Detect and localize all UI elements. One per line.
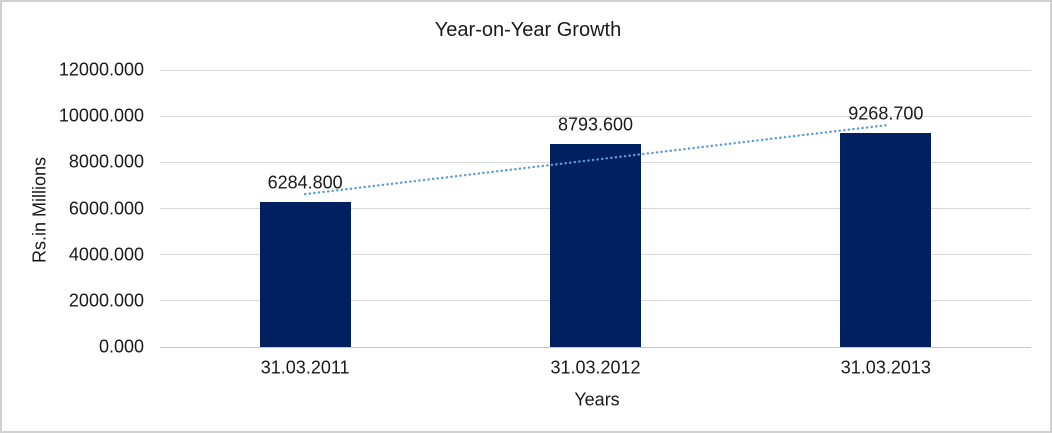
x-axis-category-label: 31.03.2012 — [550, 357, 641, 378]
y-axis-tick-label: 2000.000 — [68, 290, 144, 311]
x-axis-category-label: 31.03.2011 — [260, 357, 350, 378]
bar-data-label: 9268.700 — [848, 103, 924, 124]
bar-data-label: 8793.600 — [557, 114, 634, 135]
bar-31.03.2011 — [259, 201, 351, 347]
y-axis-tick-label: 10000.000 — [58, 105, 144, 126]
y-axis-tick-label: 6000.000 — [68, 198, 144, 218]
y-axis-tick-label: 4000.000 — [68, 244, 144, 265]
x-axis-title: Years — [574, 389, 620, 410]
gridline — [160, 69, 1031, 71]
y-axis-tick-label: 0.000 — [98, 336, 144, 357]
chart-title: Year-on-Year Growth — [434, 19, 622, 41]
bar-data-label: 6284.800 — [267, 172, 343, 193]
bar-31.03.2012 — [550, 144, 641, 347]
x-axis-line — [160, 346, 1031, 348]
bar-31.03.2013 — [840, 133, 932, 347]
y-axis-tick-label: 8000.000 — [68, 151, 144, 172]
y-axis-tick-label: 12000.000 — [58, 59, 144, 80]
x-axis-category-label: 31.03.2013 — [840, 357, 931, 378]
gridline — [160, 115, 1031, 117]
